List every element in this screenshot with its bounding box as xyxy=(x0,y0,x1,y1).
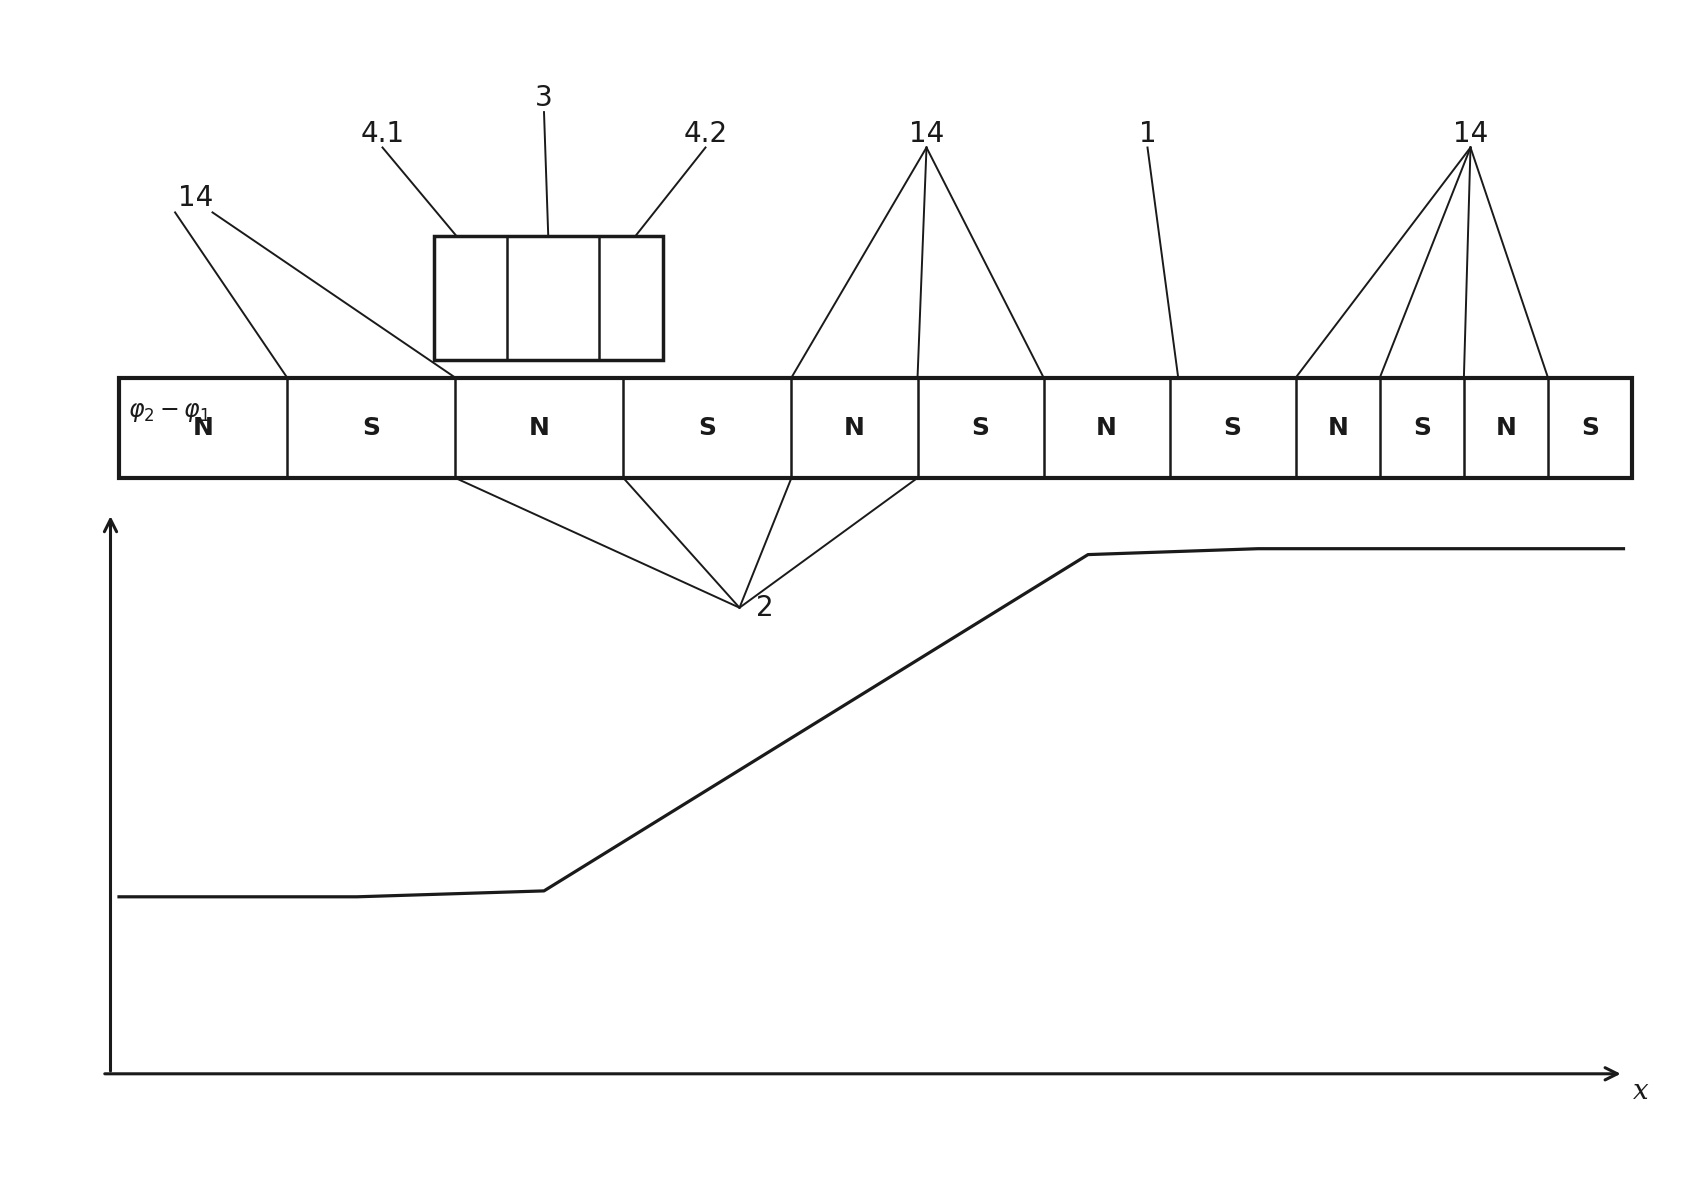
Text: N: N xyxy=(192,415,214,440)
Text: N: N xyxy=(843,415,865,440)
Text: S: S xyxy=(699,415,716,440)
Text: 1: 1 xyxy=(1139,119,1156,148)
Bar xyxy=(119,378,1632,478)
Bar xyxy=(434,236,663,360)
Text: $\varphi_2 - \varphi_1$: $\varphi_2 - \varphi_1$ xyxy=(128,401,209,425)
Text: 14: 14 xyxy=(910,119,944,148)
Text: S: S xyxy=(362,415,381,440)
Text: N: N xyxy=(529,415,549,440)
Text: 4.1: 4.1 xyxy=(360,119,405,148)
Text: S: S xyxy=(1413,415,1431,440)
Text: N: N xyxy=(1096,415,1117,440)
Text: 14: 14 xyxy=(178,184,212,212)
Text: x: x xyxy=(1632,1079,1649,1104)
Text: S: S xyxy=(972,415,989,440)
Text: 14: 14 xyxy=(1454,119,1488,148)
Text: S: S xyxy=(1581,415,1600,440)
Text: 4.2: 4.2 xyxy=(683,119,728,148)
Text: 2: 2 xyxy=(756,594,774,622)
Text: S: S xyxy=(1224,415,1241,440)
Text: N: N xyxy=(1496,415,1516,440)
Text: 3: 3 xyxy=(536,84,552,112)
Text: N: N xyxy=(1328,415,1348,440)
